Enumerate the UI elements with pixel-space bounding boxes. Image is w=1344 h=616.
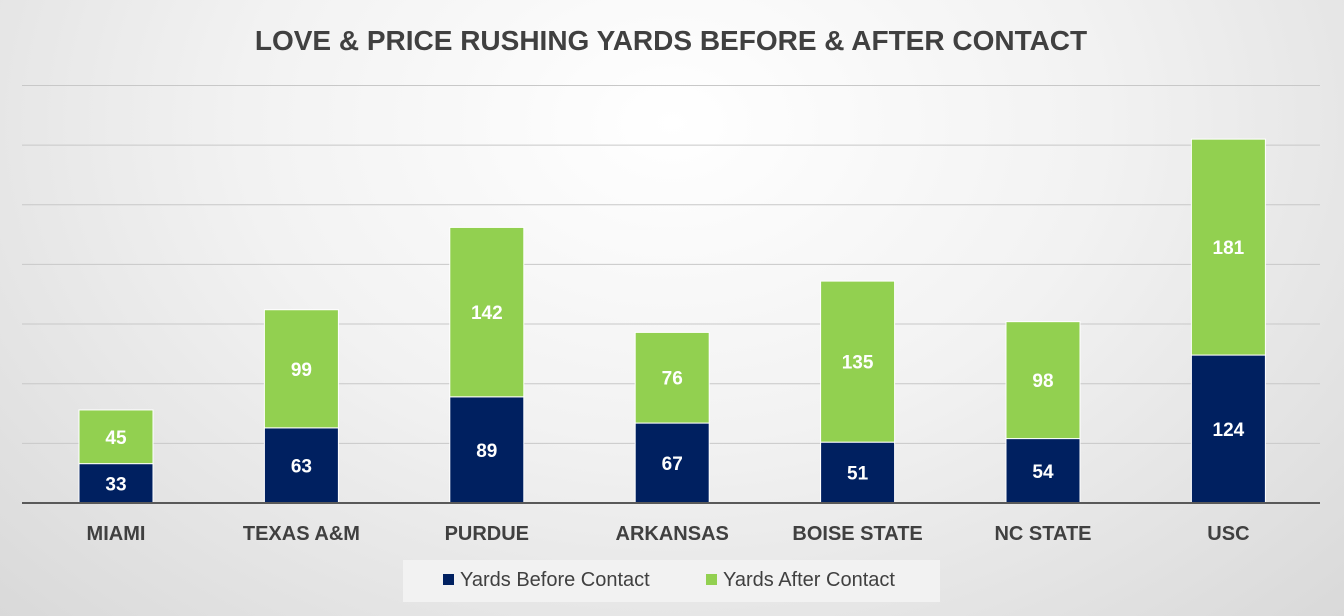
x-tick-label: NC STATE <box>994 523 1091 545</box>
data-label-yards-after-contact: 181 <box>1213 238 1245 259</box>
data-label-yards-after-contact: 142 <box>471 303 503 324</box>
legend-label-yards-after-contact: Yards After Contact <box>723 569 895 591</box>
bar-yards-after-contact <box>1005 321 1081 440</box>
data-label-yards-after-contact: 135 <box>842 353 874 374</box>
legend-swatch-yards-after-contact <box>706 574 717 585</box>
data-labels: 33 45 63 99 89 142 67 76 51 135 54 98 124 181 <box>105 238 1244 495</box>
bar-yards-before-contact <box>1005 438 1081 504</box>
bar-yards-before-contact <box>634 422 710 504</box>
legend-background <box>403 560 940 602</box>
bar-yards-before-contact <box>449 396 525 504</box>
data-label-yards-before-contact: 51 <box>847 464 869 485</box>
x-tick-label: MIAMI <box>87 523 146 545</box>
data-label-yards-after-contact: 45 <box>105 428 127 449</box>
bar-yards-before-contact <box>1190 354 1266 504</box>
bars <box>78 138 1266 504</box>
bar-yards-after-contact <box>820 280 896 443</box>
legend-swatch-yards-before-contact <box>443 574 454 585</box>
bar-yards-after-contact <box>1190 138 1266 356</box>
data-label-yards-after-contact: 99 <box>291 360 312 381</box>
bar-yards-after-contact <box>78 409 154 465</box>
gridlines <box>22 84 1320 444</box>
data-label-yards-before-contact: 33 <box>105 474 126 495</box>
x-tick-label: TEXAS A&M <box>243 523 360 545</box>
data-label-yards-after-contact: 76 <box>662 369 683 390</box>
bar-yards-before-contact <box>263 427 339 504</box>
data-label-yards-before-contact: 124 <box>1213 420 1245 441</box>
x-axis-tick-labels: MIAMI TEXAS A&M PURDUE ARKANSAS BOISE STATE N… <box>87 523 1250 545</box>
chart-title: LOVE & PRICE RUSHING YARDS BEFORE & AFTE… <box>255 25 1087 56</box>
data-label-yards-before-contact: 89 <box>476 441 497 462</box>
data-label-yards-before-contact: 54 <box>1032 462 1054 483</box>
x-tick-label: USC <box>1207 523 1249 545</box>
bar-yards-after-contact <box>634 331 710 424</box>
x-tick-label: BOISE STATE <box>792 523 922 545</box>
x-tick-label: PURDUE <box>445 523 529 545</box>
legend: Yards Before Contact Yards After Contact <box>443 569 895 591</box>
data-label-yards-before-contact: 63 <box>291 456 312 477</box>
legend-label-yards-before-contact: Yards Before Contact <box>460 569 650 591</box>
data-label-yards-after-contact: 98 <box>1032 371 1053 392</box>
x-tick-label: ARKANSAS <box>616 523 729 545</box>
bar-yards-after-contact <box>449 226 525 398</box>
data-label-yards-before-contact: 67 <box>662 454 683 475</box>
bar-yards-after-contact <box>263 309 339 429</box>
